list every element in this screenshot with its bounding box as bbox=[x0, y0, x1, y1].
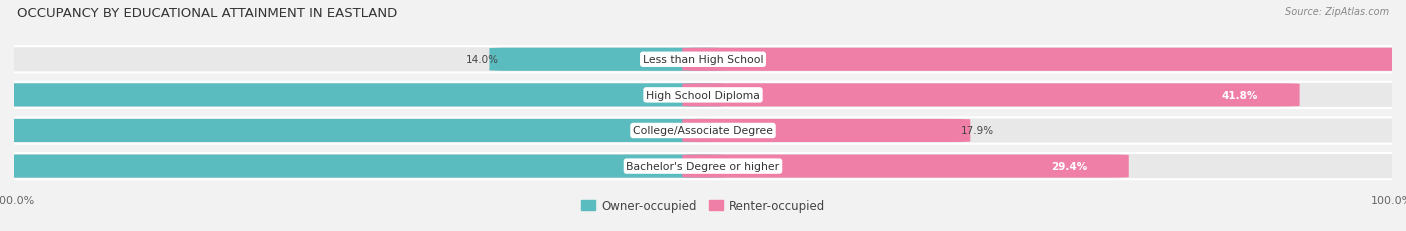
FancyBboxPatch shape bbox=[0, 155, 724, 178]
FancyBboxPatch shape bbox=[682, 49, 1406, 72]
Text: Less than High School: Less than High School bbox=[643, 55, 763, 65]
FancyBboxPatch shape bbox=[682, 119, 970, 143]
Text: OCCUPANCY BY EDUCATIONAL ATTAINMENT IN EASTLAND: OCCUPANCY BY EDUCATIONAL ATTAINMENT IN E… bbox=[17, 7, 396, 20]
FancyBboxPatch shape bbox=[0, 118, 1406, 144]
Text: Bachelor's Degree or higher: Bachelor's Degree or higher bbox=[627, 161, 779, 171]
FancyBboxPatch shape bbox=[0, 84, 724, 107]
Text: 41.8%: 41.8% bbox=[1222, 91, 1258, 100]
FancyBboxPatch shape bbox=[0, 119, 724, 143]
Text: College/Associate Degree: College/Associate Degree bbox=[633, 126, 773, 136]
Legend: Owner-occupied, Renter-occupied: Owner-occupied, Renter-occupied bbox=[576, 195, 830, 217]
Text: Source: ZipAtlas.com: Source: ZipAtlas.com bbox=[1285, 7, 1389, 17]
FancyBboxPatch shape bbox=[682, 155, 1129, 178]
Text: High School Diploma: High School Diploma bbox=[647, 91, 759, 100]
FancyBboxPatch shape bbox=[682, 84, 1299, 107]
Text: 17.9%: 17.9% bbox=[960, 126, 994, 136]
Text: 29.4%: 29.4% bbox=[1052, 161, 1087, 171]
FancyBboxPatch shape bbox=[0, 153, 1406, 179]
FancyBboxPatch shape bbox=[0, 47, 1406, 73]
FancyBboxPatch shape bbox=[0, 82, 1406, 109]
FancyBboxPatch shape bbox=[489, 49, 724, 72]
Text: 14.0%: 14.0% bbox=[465, 55, 499, 65]
